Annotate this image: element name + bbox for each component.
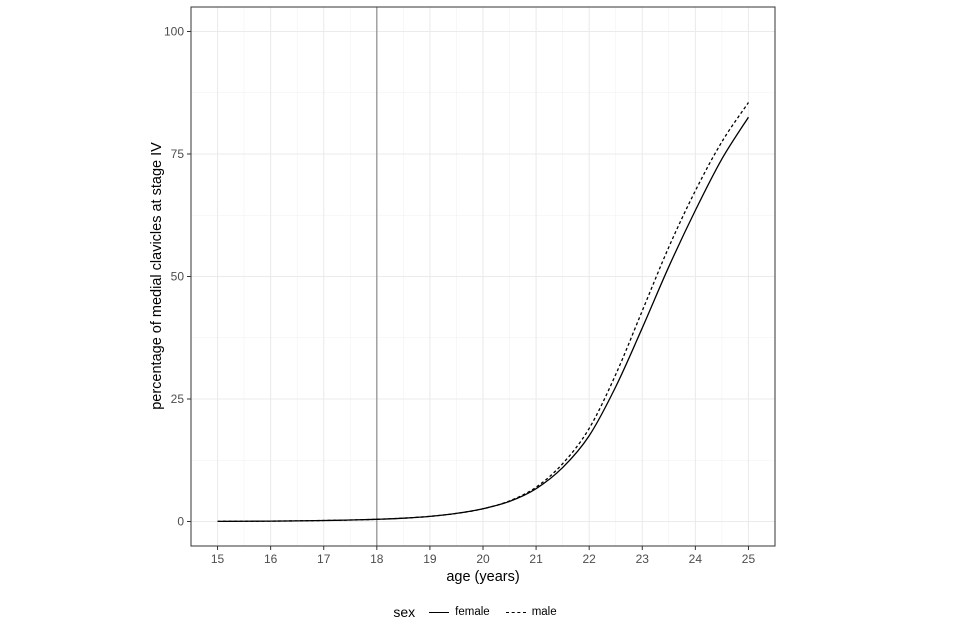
x-axis: 15 16 17 18 19 20 21 22 23 24 25 (211, 546, 756, 566)
series-line-male (217, 102, 749, 522)
legend-label-male: male (531, 606, 557, 618)
y-tick-label: 50 (171, 270, 185, 284)
data-lines (217, 7, 749, 546)
x-tick-label: 21 (529, 552, 543, 566)
x-tick-label: 19 (423, 552, 437, 566)
x-axis-title: age (years) (446, 569, 519, 585)
y-tick-label: 0 (177, 515, 184, 529)
legend-label-female: female (455, 606, 490, 618)
x-tick-label: 16 (264, 552, 278, 566)
y-axis-title: percentage of medial clavicles at stage … (149, 142, 165, 410)
x-tick-label: 23 (636, 552, 650, 566)
x-tick-label: 24 (689, 552, 703, 566)
legend: sex female male (0, 604, 960, 620)
x-tick-label: 25 (742, 552, 756, 566)
grid-major (191, 7, 775, 546)
legend-key-female (429, 611, 450, 613)
y-tick-label: 100 (164, 25, 184, 39)
x-tick-label: 18 (370, 552, 384, 566)
x-tick-label: 15 (211, 552, 225, 566)
legend-title: sex (393, 604, 416, 620)
y-tick-label: 75 (171, 147, 185, 161)
x-tick-label: 20 (476, 552, 490, 566)
y-tick-label: 25 (171, 392, 185, 406)
x-tick-label: 22 (583, 552, 597, 566)
y-axis: 0 25 50 75 100 (164, 25, 191, 529)
legend-key-male (505, 611, 526, 613)
x-tick-label: 17 (317, 552, 331, 566)
